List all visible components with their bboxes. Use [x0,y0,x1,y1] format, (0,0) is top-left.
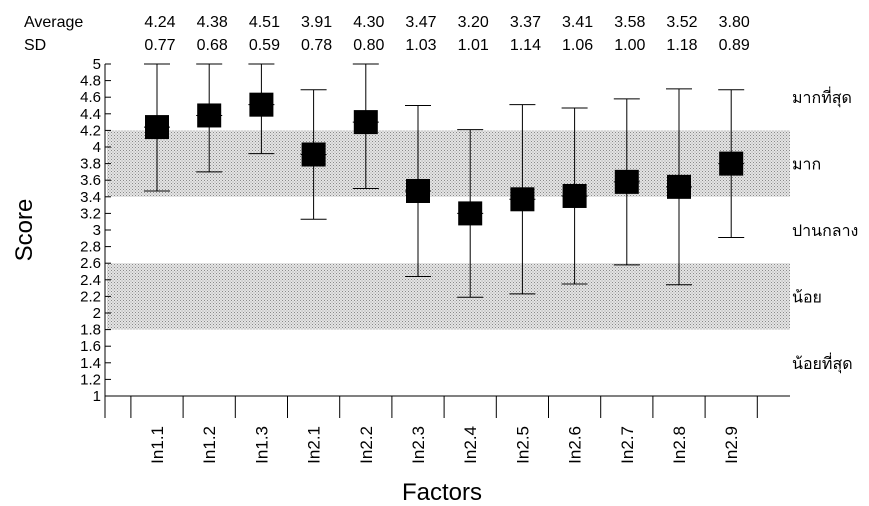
y-axis-label: Score [11,199,38,262]
x-category-label: In2.7 [618,426,637,464]
y-tick-label: 3.2 [80,205,101,222]
x-category-label: In2.1 [305,426,324,464]
y-tick-label: 1.4 [80,355,101,372]
average-value: 3.58 [614,14,645,31]
y-tick-label: 4.8 [80,73,101,90]
average-value: 3.91 [301,14,332,31]
y-tick-label: 4.2 [80,122,101,139]
y-tick-label: 4.6 [80,89,101,106]
y-tick-label: 1 [93,388,101,405]
data-point [197,103,222,128]
data-point [510,187,535,212]
y-tick-label: 3.8 [80,156,101,173]
sd-value: 0.77 [144,37,175,54]
average-value: 3.37 [510,14,541,31]
average-value: 4.38 [197,14,228,31]
y-tick-label: 1.8 [80,322,101,339]
y-tick-label: 2.6 [80,255,101,272]
y-tick-label: 3 [93,222,101,239]
data-point [249,92,274,117]
bands-layer [107,130,790,330]
y-tick-label: 3.6 [80,172,101,189]
data-point [667,174,691,199]
x-category-label: In2.3 [409,426,428,464]
x-category-label: In2.5 [513,426,532,464]
level-label: มาก [792,155,821,174]
x-axis-label: Factors [402,479,482,506]
average-row-label: Average [24,14,83,31]
y-tick-label: 2 [93,305,101,322]
data-point [301,142,326,167]
sd-value: 1.06 [562,37,593,54]
data-point [406,178,430,203]
x-category-label: In2.6 [566,426,585,464]
average-value: 4.51 [249,14,280,31]
average-value: 3.52 [666,14,697,31]
average-value: 3.41 [562,14,593,31]
y-tick-label: 4.4 [80,106,101,123]
y-tick-label: 3.4 [80,189,101,206]
y-tick-label: 5 [93,56,101,73]
x-category-label: In1.1 [148,426,167,464]
chart-text: Score Factors Average SD 11.21.41.61.822… [11,14,858,506]
x-category-label: In1.2 [200,426,219,464]
y-tick-label: 2.2 [80,288,101,305]
data-point [145,115,169,140]
sd-value: 0.80 [353,37,384,54]
sd-value: 0.68 [197,37,228,54]
sd-value: 0.59 [249,37,280,54]
axes [104,63,790,418]
level-label: น้อยที่สุด [792,352,853,374]
shaded-band [107,263,790,330]
sd-value: 0.89 [719,37,750,54]
data-point [614,169,639,194]
sd-value: 1.01 [458,37,489,54]
sd-value: 0.78 [301,37,332,54]
x-category-label: In2.9 [722,426,741,464]
data-point [353,110,378,135]
x-category-label: In1.3 [252,426,271,464]
average-value: 4.30 [353,14,384,31]
average-value: 3.80 [719,14,750,31]
average-value: 3.47 [405,14,436,31]
x-category-label: In2.4 [461,426,480,464]
average-value: 3.20 [458,14,489,31]
y-tick-label: 2.4 [80,272,101,289]
sd-row-label: SD [24,37,46,54]
data-point [719,151,744,176]
data-point [562,183,587,208]
y-tick-label: 2.8 [80,239,101,256]
level-label: ปานกลาง [792,221,858,240]
average-value: 4.24 [144,14,175,31]
y-tick-label: 4 [93,139,101,156]
x-category-label: In2.2 [357,426,376,464]
data-point [458,201,483,226]
y-tick-label: 1.6 [80,338,101,355]
markers [145,92,744,226]
level-label: มากที่สุด [792,86,852,108]
sd-value: 1.03 [405,37,436,54]
sd-value: 1.14 [510,37,541,54]
sd-value: 1.00 [614,37,645,54]
level-label: น้อย [792,287,822,306]
x-category-label: In2.8 [670,426,689,464]
sd-value: 1.18 [666,37,697,54]
y-tick-label: 1.2 [80,371,101,388]
